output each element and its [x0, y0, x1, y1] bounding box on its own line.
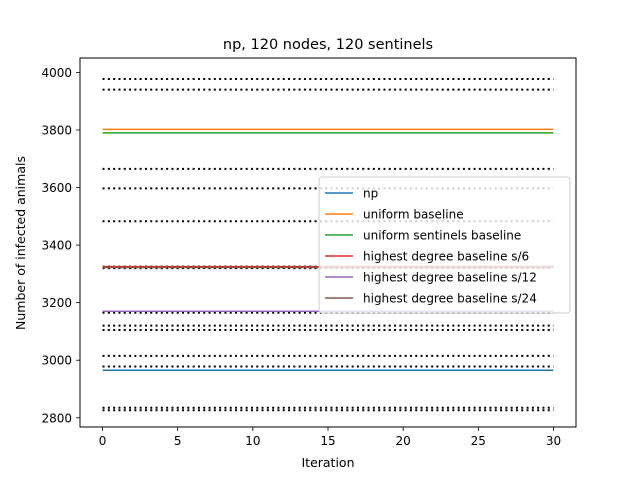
x-axis-label: Iteration — [301, 455, 354, 470]
y-tick-label: 3400 — [41, 239, 72, 253]
y-tick-label: 4000 — [41, 66, 72, 80]
y-tick-label: 3800 — [41, 123, 72, 137]
y-tick-label: 3200 — [41, 296, 72, 310]
x-tick-label: 5 — [174, 434, 182, 448]
chart-title: np, 120 nodes, 120 sentinels — [223, 37, 433, 53]
x-tick-label: 10 — [245, 434, 260, 448]
legend: np uniform baseline uniform sentinels base… — [318, 176, 571, 314]
x-axis: 0 5 10 15 20 25 30 — [99, 427, 561, 448]
x-tick-label: 30 — [546, 434, 561, 448]
x-tick-label: 20 — [396, 434, 411, 448]
y-tick-label: 2800 — [41, 411, 72, 425]
x-tick-label: 25 — [471, 434, 486, 448]
legend-label: uniform sentinels baseline — [363, 229, 521, 243]
legend-box — [318, 176, 571, 314]
legend-label: uniform baseline — [363, 208, 464, 222]
x-tick-label: 15 — [320, 434, 335, 448]
legend-label: highest degree baseline s/24 — [363, 292, 537, 306]
y-axis: 2800 3000 3200 3400 3600 3800 4000 — [41, 66, 80, 425]
x-tick-label: 0 — [99, 434, 107, 448]
legend-label: highest degree baseline s/12 — [363, 271, 537, 285]
y-tick-label: 3000 — [41, 354, 72, 368]
y-tick-label: 3600 — [41, 181, 72, 195]
legend-label: np — [363, 187, 378, 201]
legend-label: highest degree baseline s/6 — [363, 250, 529, 264]
y-axis-label: Number of infected animals — [13, 156, 28, 330]
